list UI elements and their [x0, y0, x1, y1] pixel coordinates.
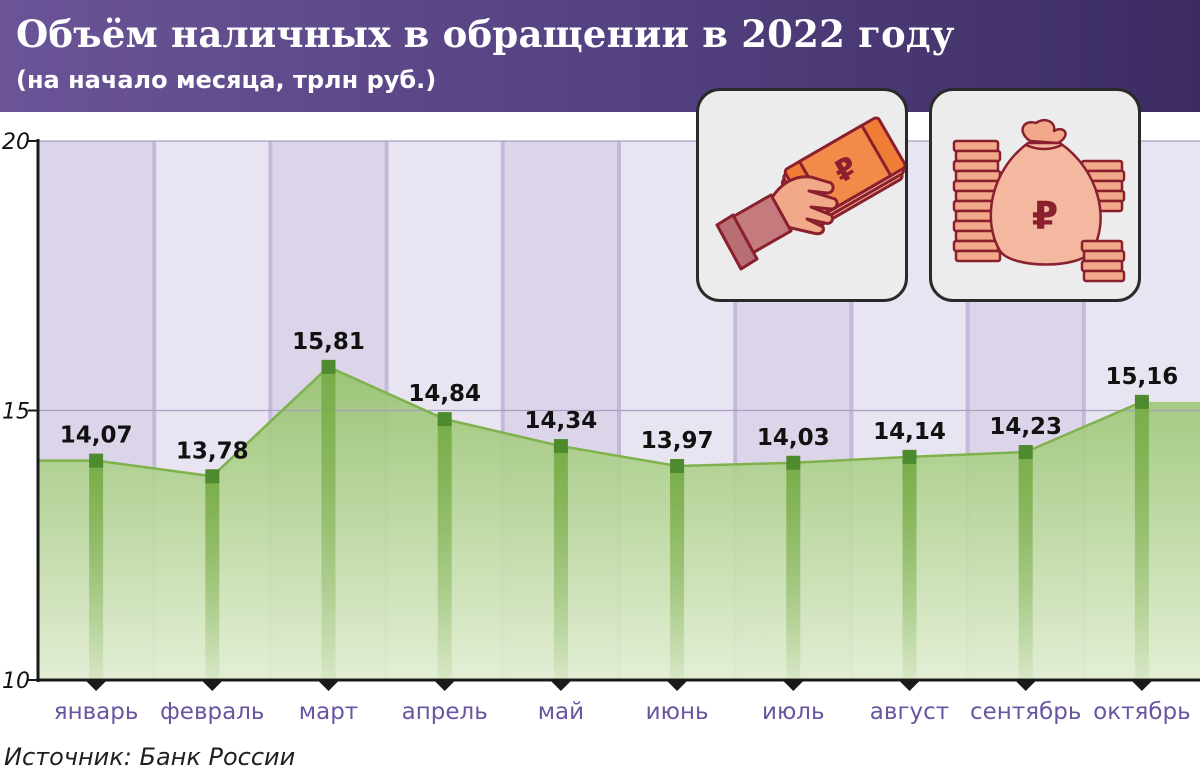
month-label: апрель [402, 699, 488, 725]
x-tick-marker [783, 681, 804, 691]
value-stem [205, 476, 220, 680]
value-label: 13,97 [641, 428, 714, 454]
value-stem [670, 466, 685, 680]
data-point [1134, 394, 1149, 409]
data-point [902, 449, 917, 464]
month-label: август [870, 699, 949, 725]
y-tick-labels: 10 15 20 [2, 130, 30, 694]
hand-money-icon: ₽ [715, 116, 905, 271]
value-labels: 14,07 13,78 15,81 14,84 14,34 13,97 14,03 14,14… [60, 329, 1179, 464]
month-label: октябрь [1093, 699, 1191, 725]
data-point [553, 439, 568, 454]
money-bag-icon: ₽ [952, 119, 1126, 283]
value-label: 15,16 [1106, 364, 1179, 390]
data-point [1018, 445, 1033, 460]
axes [28, 139, 1200, 691]
data-point [205, 469, 220, 484]
value-label: 14,07 [60, 423, 133, 449]
month-labels: январь февраль март апрель май июнь июль август… [54, 699, 1191, 725]
value-label: 15,81 [292, 329, 365, 355]
value-stems [89, 366, 1149, 680]
value-stem [902, 456, 917, 680]
x-tick-marker [667, 681, 688, 691]
value-stem [553, 446, 568, 680]
value-label: 14,14 [873, 419, 946, 445]
cash-circulation-chart: 14,07 13,78 15,81 14,84 14,34 13,97 14,03 14,14… [2, 130, 1200, 725]
money-bag-card: ₽ [929, 88, 1141, 302]
line-layer [38, 359, 1149, 484]
chart-title: Объём наличных в обращении в 2022 году [16, 12, 955, 56]
x-tick-marker [1015, 681, 1036, 691]
month-label: июнь [646, 699, 709, 725]
source-note: Источник: Банк России [4, 743, 296, 771]
month-label: февраль [160, 699, 264, 725]
month-label: май [538, 699, 584, 725]
value-label: 14,84 [408, 381, 481, 407]
x-tick-marker [86, 681, 107, 691]
x-tick-marker [318, 681, 339, 691]
y-tick-label: 15 [2, 400, 30, 425]
value-label: 14,23 [989, 414, 1062, 440]
data-point [670, 459, 685, 474]
data-point [786, 455, 801, 470]
value-label: 14,34 [525, 408, 598, 434]
value-stem [89, 460, 104, 680]
x-tick-marker [202, 681, 223, 691]
value-label: 13,78 [176, 438, 249, 464]
x-tick-marker [434, 681, 455, 691]
value-stem [786, 462, 801, 680]
chart-subtitle: (на начало месяца, трлн руб.) [16, 66, 437, 94]
x-tick-marker [899, 681, 920, 691]
data-point [437, 412, 452, 427]
month-label: июль [762, 699, 825, 725]
data-point [321, 359, 336, 374]
svg-text:₽: ₽ [1032, 194, 1058, 238]
month-label: март [299, 699, 358, 725]
value-label: 14,03 [757, 425, 830, 451]
hand-money-card: ₽ [696, 88, 908, 302]
y-tick-label: 20 [2, 130, 30, 155]
month-label: сентябрь [970, 699, 1081, 725]
header-banner: Объём наличных в обращении в 2022 году (… [0, 0, 1200, 112]
data-point [89, 453, 104, 468]
value-stem [1018, 452, 1033, 680]
y-tick-label: 10 [2, 669, 30, 694]
x-tick-marker [1131, 681, 1152, 691]
value-stem [321, 366, 336, 680]
month-label: январь [54, 699, 139, 725]
x-tick-marker [550, 681, 571, 691]
value-stem [1134, 401, 1149, 680]
value-stem [437, 419, 452, 680]
